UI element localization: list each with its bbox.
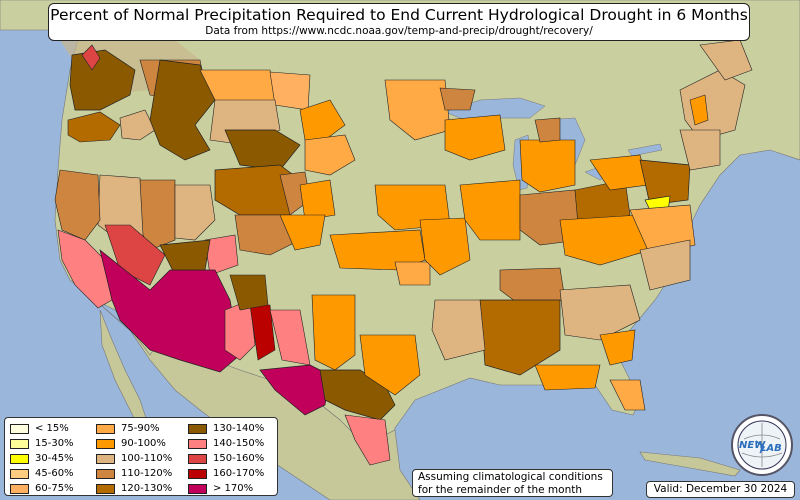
new-lab-logo: NEW LAB [731,414,793,476]
legend-swatch [96,453,115,464]
legend-swatch [10,483,29,494]
legend-label: 110-120% [121,468,173,479]
title-box: Percent of Normal Precipitation Required… [48,3,750,41]
legend-label: 90-100% [121,438,166,449]
legend-label: 75-90% [121,423,160,434]
legend-swatch [188,438,207,449]
legend-swatch [96,438,115,449]
logo-text-2: LAB [760,443,782,454]
legend-swatch [188,468,207,479]
legend-swatch [188,423,207,434]
legend-label: 100-110% [121,453,173,464]
lake-ontario [627,143,663,157]
legend-item: 160-170% [188,466,264,481]
legend-swatch [96,423,115,434]
legend-label: 120-130% [121,483,173,494]
legend-label: < 15% [35,423,69,434]
legend-swatch [10,453,29,464]
assumption-note: Assuming climatological conditions for t… [412,469,613,497]
map-subtitle: Data from https://www.ncdc.noaa.gov/temp… [205,25,593,37]
legend-item: 120-130% [96,481,172,496]
map-title: Percent of Normal Precipitation Required… [50,6,748,24]
legend-item: 75-90% [96,421,172,436]
note-line-1: Assuming climatological conditions [418,471,603,483]
legend-label: 60-75% [35,483,74,494]
legend-item: 60-75% [10,481,74,496]
legend-item: 90-100% [96,436,172,451]
legend-column-1: < 15% 15-30% 30-45% 45-60% 60-75% [10,421,74,496]
legend-column-3: 130-140% 140-150% 150-160% 160-170% > 17… [188,421,264,496]
legend-swatch [188,453,207,464]
legend-label: 45-60% [35,468,74,479]
legend-label: 150-160% [213,453,265,464]
legend-item: > 170% [188,481,264,496]
valid-date: Valid: December 30 2024 [646,481,795,498]
legend-item: 15-30% [10,436,74,451]
legend-item: 130-140% [188,421,264,436]
land-cuba [639,451,741,477]
legend-item: < 15% [10,421,74,436]
legend-item: 45-60% [10,466,74,481]
legend-label: 30-45% [35,453,74,464]
legend-item: 110-120% [96,466,172,481]
legend-swatch [96,483,115,494]
legend-swatch [188,483,207,494]
legend-item: 140-150% [188,436,264,451]
legend-label: 130-140% [213,423,265,434]
legend-item: 30-45% [10,451,74,466]
legend-item: 100-110% [96,451,172,466]
legend-label: 15-30% [35,438,74,449]
legend-swatch [96,468,115,479]
legend-swatch [10,468,29,479]
legend: < 15% 15-30% 30-45% 45-60% 60-75% 75-90%… [4,417,278,496]
legend-swatch [10,438,29,449]
legend-label: 140-150% [213,438,265,449]
legend-column-2: 75-90% 90-100% 100-110% 110-120% 120-130… [96,421,172,496]
note-line-2: for the remainder of the month [418,483,583,496]
legend-swatch [10,423,29,434]
legend-label: > 170% [213,483,254,494]
legend-item: 150-160% [188,451,264,466]
logo-text-1: NEW [739,440,766,451]
legend-label: 160-170% [213,468,265,479]
